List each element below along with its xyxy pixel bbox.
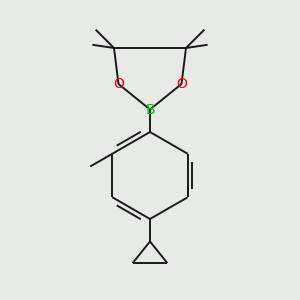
Text: O: O bbox=[176, 77, 187, 91]
Text: B: B bbox=[145, 103, 155, 116]
Text: O: O bbox=[113, 77, 124, 91]
